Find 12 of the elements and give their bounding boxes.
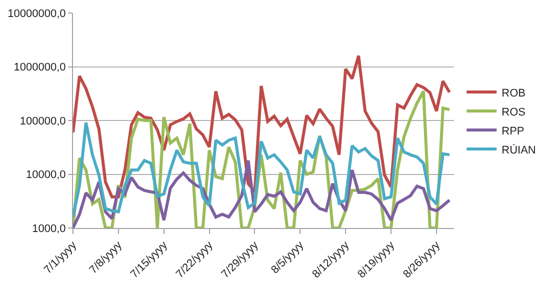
legend-label: RPP bbox=[502, 125, 524, 138]
line-series bbox=[73, 121, 451, 219]
legend-label: RÚIAN bbox=[502, 143, 536, 156]
line-series bbox=[73, 159, 451, 228]
y-tick-label: 10000,0 bbox=[26, 169, 66, 182]
y-tick-label: 1000000,0 bbox=[14, 62, 66, 74]
y-tick-label: 10000000,0 bbox=[8, 8, 66, 20]
legend-label: ROS bbox=[502, 106, 526, 118]
line-series bbox=[73, 54, 451, 198]
y-tick-label: 1000,0 bbox=[32, 222, 66, 235]
legend-label: ROB bbox=[502, 87, 526, 100]
y-tick-label: 100000,0 bbox=[20, 115, 66, 128]
